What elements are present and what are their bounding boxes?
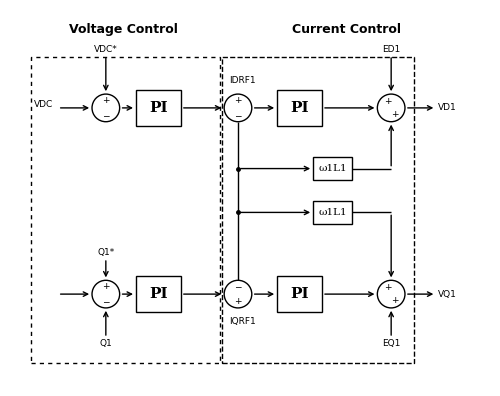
Text: ω1L1: ω1L1 (318, 164, 347, 173)
Bar (277, 276, 322, 312)
Text: PI: PI (149, 101, 168, 115)
Bar (313, 157, 352, 180)
Text: ω1L1: ω1L1 (318, 208, 347, 217)
Circle shape (224, 280, 252, 308)
Bar (222, 57, 414, 363)
Bar (313, 201, 352, 224)
Text: EQ1: EQ1 (382, 339, 400, 348)
Text: +: + (391, 110, 398, 119)
Text: Current Control: Current Control (292, 23, 401, 36)
Text: +: + (384, 283, 391, 292)
Text: −: − (234, 282, 241, 291)
Text: VDC*: VDC* (94, 45, 118, 54)
Circle shape (378, 280, 405, 308)
Text: VQ1: VQ1 (438, 289, 457, 299)
Text: +: + (102, 96, 110, 105)
Bar (277, 90, 322, 126)
Text: Voltage Control: Voltage Control (70, 23, 178, 36)
Circle shape (378, 94, 405, 122)
Text: Q1: Q1 (100, 339, 112, 348)
Bar (136, 90, 181, 126)
Text: −: − (102, 111, 110, 120)
Bar (31, 57, 220, 363)
Text: Q1*: Q1* (97, 248, 114, 257)
Text: IDRF1: IDRF1 (229, 76, 256, 85)
Text: PI: PI (290, 287, 309, 301)
Text: ED1: ED1 (382, 45, 400, 54)
Text: VD1: VD1 (438, 103, 457, 112)
Text: IQRF1: IQRF1 (229, 317, 256, 326)
Text: +: + (234, 96, 241, 105)
Text: +: + (102, 282, 110, 291)
Text: +: + (384, 97, 391, 106)
Circle shape (224, 94, 252, 122)
Text: −: − (102, 297, 110, 306)
Text: +: + (391, 296, 398, 305)
Circle shape (92, 94, 120, 122)
Text: PI: PI (290, 101, 309, 115)
Text: VDC: VDC (34, 100, 53, 109)
Bar (136, 276, 181, 312)
Text: +: + (234, 297, 241, 306)
Text: PI: PI (149, 287, 168, 301)
Circle shape (92, 280, 120, 308)
Text: −: − (234, 111, 241, 120)
